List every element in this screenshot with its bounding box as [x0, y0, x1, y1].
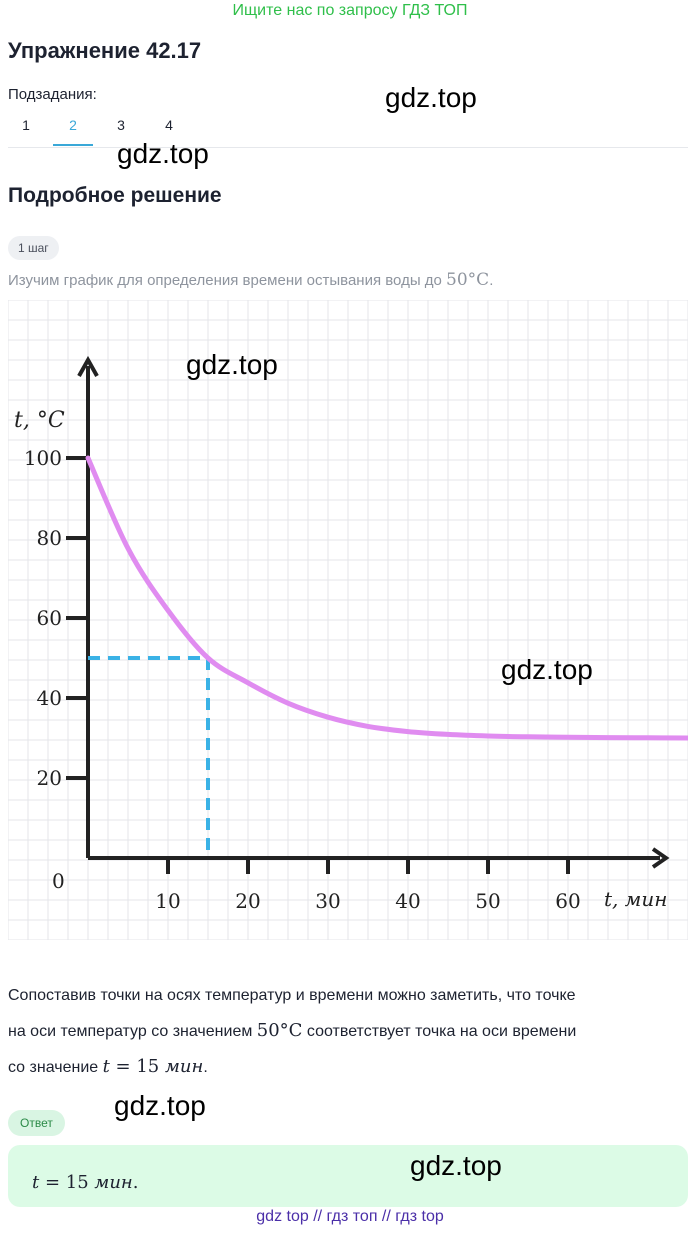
divider — [8, 147, 688, 148]
tab-subtask-4[interactable]: 4 — [165, 117, 173, 133]
x-tick-label: 60 — [555, 889, 580, 913]
tab-subtask-3[interactable]: 3 — [117, 117, 125, 133]
answer-math-unit: мин — [94, 1172, 133, 1193]
y-axis-label: t, °C — [14, 408, 65, 433]
watermark: gdz.top — [117, 138, 209, 169]
explanation-math-rest: = 15 — [109, 1056, 165, 1077]
subtasks-label: Подзадания: — [8, 86, 97, 103]
explanation-line-1: Сопоставив точки на осях температур и вр… — [8, 987, 576, 1004]
explanation-line-2-suffix: соответствует точка на оси времени — [302, 1023, 577, 1040]
step-text: Изучим график для определения времени ос… — [8, 270, 493, 290]
explanation-line-2-math: 50°C — [256, 1020, 303, 1041]
x-tick-label: 30 — [315, 889, 340, 913]
step-text-suffix: . — [489, 272, 494, 289]
step-text-prefix: Изучим график для определения времени ос… — [8, 272, 447, 289]
cooling-chart: 10 20 30 40 50 60 20 40 60 80 100 0 t, °C t, мин — [8, 300, 688, 940]
explanation-line-2-prefix: на оси температур со значением — [8, 1023, 257, 1040]
x-tick-label: 20 — [235, 889, 260, 913]
explanation-line-3: со значение t = 15 мин. — [8, 1056, 208, 1077]
answer-badge: Ответ — [8, 1110, 65, 1136]
series-line — [85, 455, 688, 741]
x-tick-label: 40 — [395, 889, 420, 913]
footer-links: gdz top // гдз топ // гдз top — [256, 1208, 444, 1225]
chart-axes — [66, 355, 670, 874]
origin-label: 0 — [52, 869, 65, 893]
y-tick-label: 100 — [24, 446, 62, 470]
explanation-line-2: на оси температур со значением 50°C соот… — [8, 1020, 576, 1041]
answer-text: t = 15 мин. — [32, 1172, 139, 1193]
page-title: Упражнение 42.17 — [8, 38, 202, 63]
solution-title: Подробное решение — [8, 184, 222, 207]
y-tick-label: 40 — [37, 686, 62, 710]
watermark: gdz.top — [114, 1090, 206, 1121]
chart-grid — [8, 300, 688, 940]
watermark: gdz.top — [385, 82, 477, 113]
watermark: gdz.top — [410, 1150, 502, 1181]
chart-guides — [88, 656, 210, 858]
active-tab-indicator — [53, 144, 93, 146]
x-axis-label: t, мин — [604, 887, 667, 911]
watermark: gdz.top — [501, 654, 593, 685]
y-axis-arrow — [77, 355, 99, 377]
x-tick-label: 50 — [475, 889, 500, 913]
answer-math-rest: = 15 — [39, 1172, 95, 1193]
explanation-line-3-prefix: со значение — [8, 1059, 103, 1076]
explanation-math-unit: мин — [164, 1056, 204, 1077]
explanation-line-3-suffix: . — [203, 1059, 208, 1076]
x-tick-label: 10 — [155, 889, 180, 913]
step-text-math: 50°C — [446, 270, 490, 290]
tab-subtask-2[interactable]: 2 — [69, 117, 77, 133]
step-badge: 1 шаг — [8, 236, 59, 260]
explanation-line-3-math: t = 15 мин — [103, 1056, 204, 1077]
explanation-math-var: t — [102, 1056, 110, 1077]
answer-box — [8, 1145, 688, 1207]
tab-subtask-1[interactable]: 1 — [22, 117, 30, 133]
y-tick-label: 60 — [37, 606, 62, 630]
chart-labels: 10 20 30 40 50 60 20 40 60 80 100 0 t, °C t, мин — [14, 408, 667, 913]
x-axis-arrow — [651, 847, 670, 869]
y-tick-label: 20 — [37, 766, 62, 790]
y-tick-label: 80 — [37, 526, 62, 550]
answer-math-var: t — [32, 1172, 40, 1193]
watermark: gdz.top — [186, 349, 278, 380]
top-banner: Ищите нас по запросу ГДЗ ТОП — [232, 2, 468, 19]
answer-suffix: . — [132, 1172, 139, 1193]
